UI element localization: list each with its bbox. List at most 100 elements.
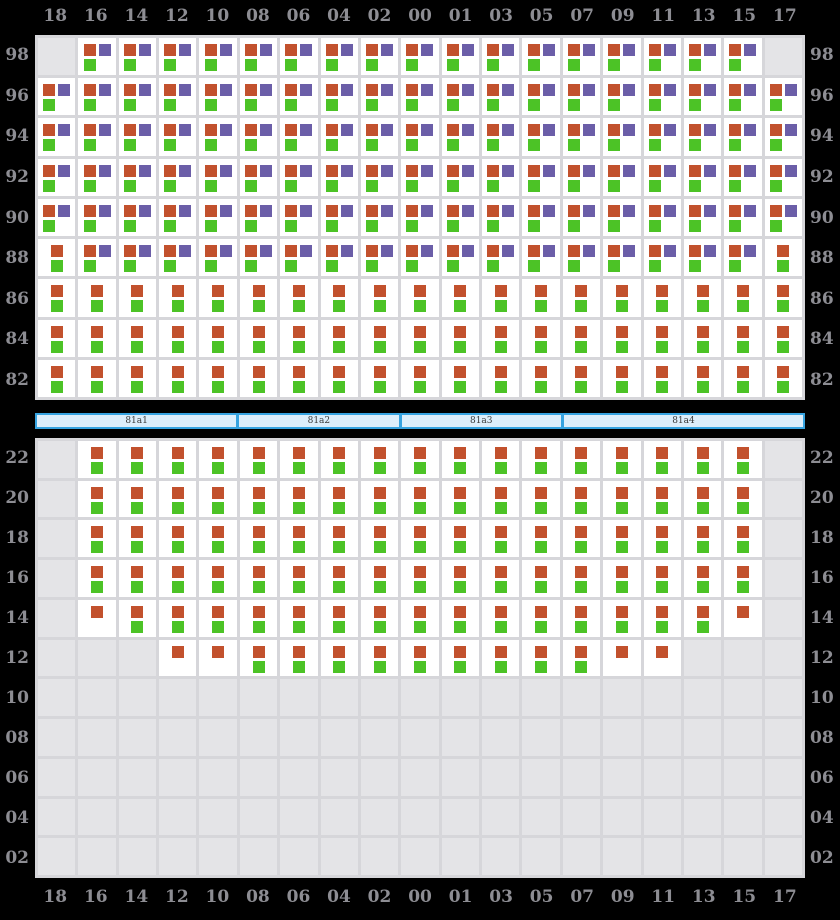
cell-14-13[interactable] (683, 599, 722, 637)
cell-88-06[interactable] (280, 239, 318, 277)
cell-14-16[interactable] (78, 599, 116, 637)
cell-94-13[interactable] (683, 118, 722, 156)
cell-92-01[interactable] (441, 158, 480, 196)
cell-88-07[interactable] (562, 239, 601, 277)
cell-88-11[interactable] (643, 239, 681, 277)
cell-86-07[interactable] (562, 279, 601, 317)
cell-20-15[interactable] (724, 480, 762, 518)
cell-88-18[interactable] (38, 239, 76, 277)
cell-16-12[interactable] (159, 560, 197, 597)
cell-84-01[interactable] (441, 319, 480, 357)
cell-98-14[interactable] (118, 38, 157, 76)
cell-86-00[interactable] (401, 279, 439, 317)
cell-82-09[interactable] (603, 359, 641, 397)
cell-22-05[interactable] (522, 441, 560, 478)
cell-92-08[interactable] (239, 158, 278, 196)
cell-22-04[interactable] (320, 441, 358, 478)
cell-14-02[interactable] (360, 599, 399, 637)
cell-22-08[interactable] (239, 441, 278, 478)
cell-96-12[interactable] (159, 78, 197, 116)
cell-88-05[interactable] (522, 239, 560, 277)
cell-82-08[interactable] (239, 359, 278, 397)
cell-90-09[interactable] (603, 198, 641, 237)
cell-22-13[interactable] (683, 441, 722, 478)
cell-82-18[interactable] (38, 359, 76, 397)
cell-12-02[interactable] (360, 639, 399, 677)
cell-90-06[interactable] (280, 198, 318, 237)
cell-88-13[interactable] (683, 239, 722, 277)
cell-90-02[interactable] (360, 198, 399, 237)
cell-90-05[interactable] (522, 198, 560, 237)
cell-22-14[interactable] (118, 441, 157, 478)
cell-16-16[interactable] (78, 560, 116, 597)
cell-84-15[interactable] (724, 319, 762, 357)
cell-84-13[interactable] (683, 319, 722, 357)
cell-90-00[interactable] (401, 198, 439, 237)
cell-20-14[interactable] (118, 480, 157, 518)
cell-94-16[interactable] (78, 118, 116, 156)
cell-98-09[interactable] (603, 38, 641, 76)
cell-98-08[interactable] (239, 38, 278, 76)
cell-82-03[interactable] (482, 359, 520, 397)
cell-18-13[interactable] (683, 520, 722, 558)
cell-98-00[interactable] (401, 38, 439, 76)
cell-94-15[interactable] (724, 118, 762, 156)
cell-94-04[interactable] (320, 118, 358, 156)
cell-82-17[interactable] (764, 359, 802, 397)
cell-84-06[interactable] (280, 319, 318, 357)
cell-88-12[interactable] (159, 239, 197, 277)
cell-84-05[interactable] (522, 319, 560, 357)
cell-12-06[interactable] (280, 639, 318, 677)
cell-84-04[interactable] (320, 319, 358, 357)
cell-84-16[interactable] (78, 319, 116, 357)
cell-86-03[interactable] (482, 279, 520, 317)
cell-18-05[interactable] (522, 520, 560, 558)
cell-92-02[interactable] (360, 158, 399, 196)
cell-84-17[interactable] (764, 319, 802, 357)
cell-98-15[interactable] (724, 38, 762, 76)
cell-94-14[interactable] (118, 118, 157, 156)
cell-18-15[interactable] (724, 520, 762, 558)
cell-96-09[interactable] (603, 78, 641, 116)
cell-92-04[interactable] (320, 158, 358, 196)
cell-18-08[interactable] (239, 520, 278, 558)
cell-94-05[interactable] (522, 118, 560, 156)
cell-90-10[interactable] (199, 198, 237, 237)
cell-18-09[interactable] (603, 520, 641, 558)
cell-20-11[interactable] (643, 480, 681, 518)
cell-16-01[interactable] (441, 560, 480, 597)
cell-88-15[interactable] (724, 239, 762, 277)
cell-22-16[interactable] (78, 441, 116, 478)
cell-12-04[interactable] (320, 639, 358, 677)
cell-82-00[interactable] (401, 359, 439, 397)
cell-94-17[interactable] (764, 118, 802, 156)
cell-96-03[interactable] (482, 78, 520, 116)
cell-92-09[interactable] (603, 158, 641, 196)
cell-16-11[interactable] (643, 560, 681, 597)
cell-20-02[interactable] (360, 480, 399, 518)
cell-14-14[interactable] (118, 599, 157, 637)
cell-22-00[interactable] (401, 441, 439, 478)
cell-96-00[interactable] (401, 78, 439, 116)
cell-90-18[interactable] (38, 198, 76, 237)
cell-96-10[interactable] (199, 78, 237, 116)
cell-98-04[interactable] (320, 38, 358, 76)
cell-18-07[interactable] (562, 520, 601, 558)
cell-88-16[interactable] (78, 239, 116, 277)
cell-16-14[interactable] (118, 560, 157, 597)
cell-96-16[interactable] (78, 78, 116, 116)
cell-94-01[interactable] (441, 118, 480, 156)
cell-82-04[interactable] (320, 359, 358, 397)
cell-92-17[interactable] (764, 158, 802, 196)
cell-90-16[interactable] (78, 198, 116, 237)
cell-18-06[interactable] (280, 520, 318, 558)
cell-92-14[interactable] (118, 158, 157, 196)
cell-84-00[interactable] (401, 319, 439, 357)
cell-12-03[interactable] (482, 639, 520, 677)
cell-18-03[interactable] (482, 520, 520, 558)
section-81a1[interactable]: 81a1 (37, 415, 237, 427)
cell-16-09[interactable] (603, 560, 641, 597)
cell-14-00[interactable] (401, 599, 439, 637)
cell-82-01[interactable] (441, 359, 480, 397)
cell-88-04[interactable] (320, 239, 358, 277)
